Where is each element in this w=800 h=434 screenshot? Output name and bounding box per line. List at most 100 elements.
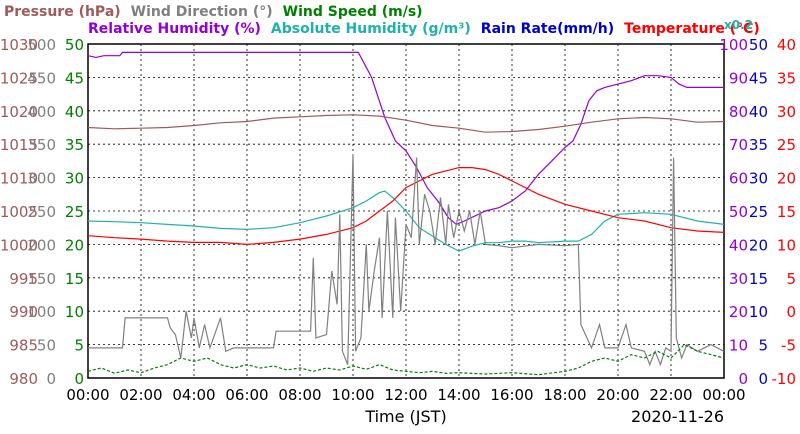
tick-temp-10: 10	[777, 236, 796, 254]
tick-wind_speed-35: 35	[65, 136, 84, 154]
tick-rain-0: 0	[758, 370, 768, 388]
x-tick-11: 22:00	[649, 386, 692, 404]
tick-pressure-985: 985	[9, 337, 38, 355]
tick-rain-15: 15	[749, 270, 768, 288]
tick-wind_dir-0: 0	[46, 370, 56, 388]
tick-pressure-990: 990	[9, 303, 38, 321]
tick-wind_speed-40: 40	[65, 103, 84, 121]
tick-temp-35: 35	[777, 69, 796, 87]
tick-humidity-30: 30	[729, 270, 748, 288]
tick-humidity-40: 40	[729, 236, 748, 254]
x-axis-label: Time (JST)	[364, 407, 446, 426]
tick-humidity-10: 10	[729, 337, 748, 355]
tick-wind_dir-350: 350	[27, 136, 56, 154]
tick-pressure-1000: 1000	[0, 236, 38, 254]
x-tick-1: 02:00	[119, 386, 162, 404]
tick-temp-0: 0	[786, 303, 796, 321]
tick-humidity-50: 50	[729, 203, 748, 221]
tick-humidity-20: 20	[729, 303, 748, 321]
tick-temp-10: -10	[772, 370, 797, 388]
x-tick-5: 10:00	[331, 386, 374, 404]
x-tick-6: 12:00	[384, 386, 427, 404]
tick-temp-15: 15	[777, 203, 796, 221]
tick-wind_dir-300: 300	[27, 170, 56, 188]
series-wind-direction	[88, 154, 725, 367]
tick-rain-20: 20	[749, 236, 768, 254]
tick-rain-10: 10	[749, 303, 768, 321]
left-axes: 1030102510201015101010051000995990985980…	[0, 36, 84, 388]
tick-rain-45: 45	[749, 69, 768, 87]
series-wind-speed-m-s	[87, 343, 725, 376]
tick-wind_speed-25: 25	[65, 203, 84, 221]
tick-wind_dir-200: 200	[27, 236, 56, 254]
tick-pressure-1025: 1025	[0, 69, 38, 87]
x-tick-4: 08:00	[278, 386, 321, 404]
tick-wind_dir-450: 450	[27, 69, 56, 87]
tick-humidity-90: 90	[729, 69, 748, 87]
tick-wind_speed-5: 5	[74, 337, 84, 355]
series-layer	[87, 51, 725, 376]
series-pressure-hpa	[87, 114, 725, 133]
legend-rain-rate-mm-h: Rain Rate(mm/h)	[481, 21, 614, 37]
tick-wind_speed-0: 0	[74, 370, 84, 388]
plot-frame	[87, 43, 725, 379]
x-tick-10: 20:00	[596, 386, 639, 404]
series-absolute-humidity-g-m	[87, 190, 725, 252]
legend-relative-humidity: Relative Humidity (%)	[88, 21, 261, 37]
tick-temp-40: 40	[777, 36, 796, 54]
x-tick-12: 00:00	[702, 386, 745, 404]
tick-rain-40: 40	[749, 103, 768, 121]
tick-wind_speed-45: 45	[65, 69, 84, 87]
tick-rain-50: 50	[749, 36, 768, 54]
tick-wind_dir-250: 250	[27, 203, 56, 221]
tick-pressure-995: 995	[9, 270, 38, 288]
tick-pressure-1005: 1005	[0, 203, 38, 221]
tick-temp-25: 25	[777, 136, 796, 154]
tick-wind_speed-50: 50	[65, 36, 84, 54]
tick-temp-5: 5	[786, 270, 796, 288]
x-tick-8: 16:00	[490, 386, 533, 404]
legend-wind-speed-m-s: Wind Speed (m/s)	[283, 4, 423, 20]
legend-absolute-humidity-g-m: Absolute Humidity (g/m³)	[271, 21, 471, 37]
tick-pressure-1015: 1015	[0, 136, 38, 154]
tick-temp-30: 30	[777, 103, 796, 121]
legend-row-2: Relative Humidity (%) Absolute Humidity (…	[88, 21, 760, 37]
chart-date: 2020-11-26	[631, 407, 724, 426]
series-temperature-c	[87, 167, 725, 246]
legend-pressure-hpa: Pressure (hPa)	[4, 4, 121, 20]
series-relative-humidity	[87, 51, 724, 226]
tick-rain-5: 5	[758, 337, 768, 355]
tick-temp-20: 20	[777, 170, 796, 188]
tick-wind_speed-20: 20	[65, 236, 84, 254]
tick-humidity-60: 60	[729, 170, 748, 188]
tick-wind_dir-500: 500	[27, 36, 56, 54]
legend-wind-direction: Wind Direction (°)	[131, 4, 273, 20]
tick-wind_speed-15: 15	[65, 270, 84, 288]
legend-temperature-c: Temperature (°C)	[624, 21, 760, 37]
tick-wind_dir-150: 150	[27, 270, 56, 288]
tick-humidity-100: 100	[719, 36, 748, 54]
tick-pressure-1030: 1030	[0, 36, 38, 54]
tick-pressure-1020: 1020	[0, 103, 38, 121]
scale-note: x0.2	[724, 18, 753, 32]
x-tick-7: 14:00	[437, 386, 480, 404]
tick-humidity-70: 70	[729, 136, 748, 154]
tick-humidity-0: 0	[738, 370, 748, 388]
tick-pressure-1010: 1010	[0, 170, 38, 188]
tick-wind_speed-30: 30	[65, 170, 84, 188]
x-tick-0: 00:00	[66, 386, 109, 404]
tick-wind_dir-50: 50	[37, 337, 56, 355]
tick-temp-5: -5	[781, 337, 796, 355]
x-axis: 00:00 02:00 04:00 06:00 08:00 10:00 12:00 14:00…	[66, 386, 745, 404]
tick-rain-25: 25	[749, 203, 768, 221]
x-tick-3: 06:00	[225, 386, 268, 404]
tick-rain-35: 35	[749, 136, 768, 154]
tick-wind_dir-400: 400	[27, 103, 56, 121]
tick-rain-30: 30	[749, 170, 768, 188]
tick-humidity-80: 80	[729, 103, 748, 121]
x-tick-9: 18:00	[543, 386, 586, 404]
right-axes: 1009080706050403020100504540353025201510…	[719, 36, 796, 388]
tick-wind_speed-10: 10	[65, 303, 84, 321]
